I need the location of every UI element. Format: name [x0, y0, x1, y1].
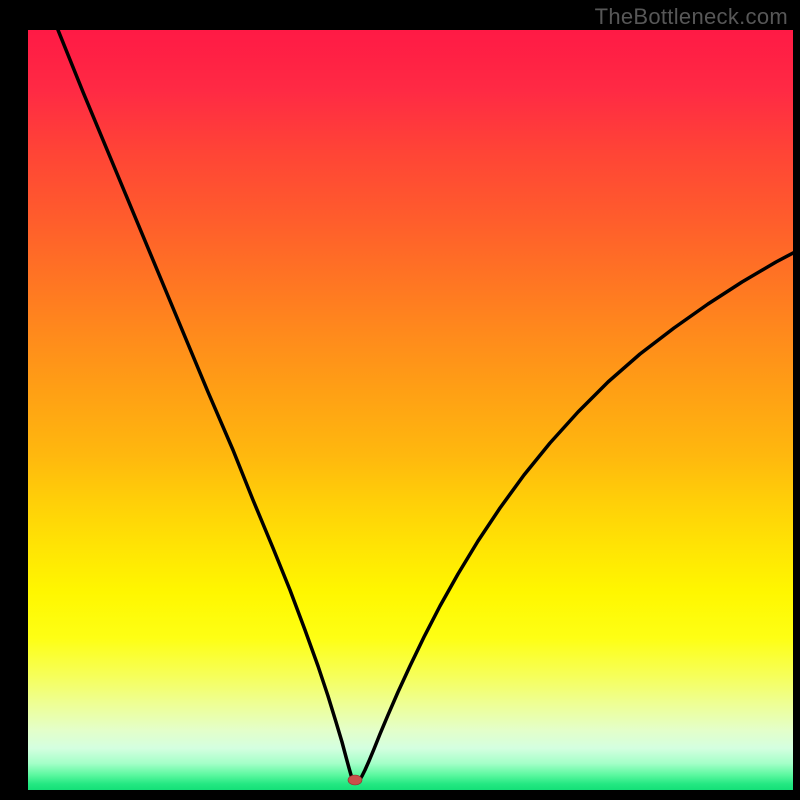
optimal-point-marker [348, 775, 362, 785]
plot-area [28, 30, 793, 790]
chart-svg [28, 30, 793, 790]
gradient-background [28, 30, 793, 790]
watermark-text: TheBottleneck.com [595, 4, 788, 30]
